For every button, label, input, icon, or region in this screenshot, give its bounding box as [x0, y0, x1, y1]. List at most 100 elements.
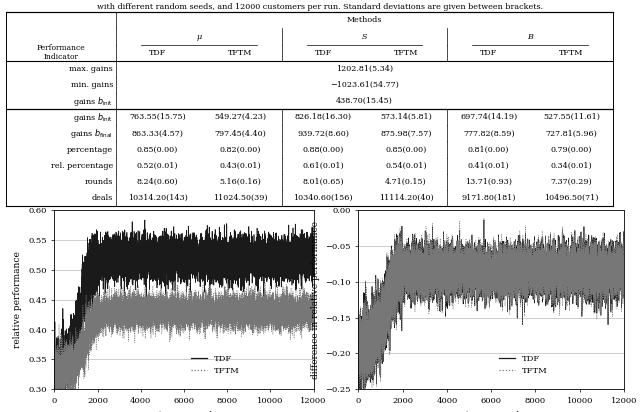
Text: 10340.60(156): 10340.60(156) [293, 194, 353, 202]
Text: 10496.50(71): 10496.50(71) [544, 194, 599, 202]
Text: 10314.20(143): 10314.20(143) [127, 194, 188, 202]
Text: 0.82(0.00): 0.82(0.00) [220, 145, 261, 154]
Text: 0.85(0.00): 0.85(0.00) [385, 145, 427, 154]
Text: 549.27(4.23): 549.27(4.23) [214, 113, 266, 121]
TDF [423, 259, 431, 264]
Text: 697.74(14.19): 697.74(14.19) [460, 113, 517, 121]
Text: 875.98(7.57): 875.98(7.57) [380, 129, 431, 137]
Text: rel. percentage: rel. percentage [51, 162, 113, 170]
Text: Methods: Methods [347, 16, 382, 24]
Y-axis label: relative performance: relative performance [13, 251, 22, 348]
Text: μ: μ [196, 33, 202, 40]
Text: 9171.80(181): 9171.80(181) [461, 194, 516, 202]
Text: 0.61(0.01): 0.61(0.01) [302, 162, 344, 170]
Text: 863.33(4.57): 863.33(4.57) [132, 129, 184, 137]
TFTM [64, 379, 72, 384]
Text: 5.16(0.16): 5.16(0.16) [220, 178, 261, 186]
Text: 0.34(0.01): 0.34(0.01) [550, 162, 593, 170]
Text: 826.18(16.30): 826.18(16.30) [294, 113, 352, 121]
Text: 797.45(4.40): 797.45(4.40) [214, 129, 266, 137]
Text: with different random seeds, and 12000 customers per run. Standard deviations ar: with different random seeds, and 12000 c… [97, 3, 543, 11]
Line: TDF: TDF [54, 220, 314, 409]
TDF [89, 284, 97, 289]
TDF [480, 218, 488, 222]
TFTM [355, 401, 363, 406]
Y-axis label: difference in relative performance: difference in relative performance [310, 221, 319, 379]
TDF [494, 280, 502, 285]
Text: gains $b_{\rm init}$: gains $b_{\rm init}$ [73, 111, 113, 124]
X-axis label: customer number: customer number [450, 410, 532, 412]
Text: 11114.20(40): 11114.20(40) [378, 194, 433, 202]
Text: 0.81(0.00): 0.81(0.00) [468, 145, 509, 154]
Line: TFTM: TFTM [54, 277, 314, 405]
TDF [183, 248, 191, 253]
Line: TFTM: TFTM [358, 218, 624, 403]
TDF [620, 272, 628, 277]
Text: 13.71(0.93): 13.71(0.93) [465, 178, 512, 186]
TFTM [355, 346, 362, 351]
TFTM [118, 319, 125, 324]
Text: 0.88(0.00): 0.88(0.00) [303, 145, 344, 154]
Text: 0.52(0.01): 0.52(0.01) [137, 162, 179, 170]
Text: 0.41(0.01): 0.41(0.01) [468, 162, 509, 170]
TDF [208, 259, 216, 264]
Text: deals: deals [92, 194, 113, 202]
Text: 8.01(0.65): 8.01(0.65) [302, 178, 344, 186]
TFTM [89, 330, 97, 335]
TDF [55, 406, 63, 411]
Text: TFTM: TFTM [228, 49, 253, 57]
Text: TDF: TDF [314, 49, 332, 57]
TDF [118, 240, 125, 245]
TFTM [57, 403, 65, 407]
Text: S: S [362, 33, 367, 40]
Text: TFTM: TFTM [394, 49, 418, 57]
TFTM [51, 351, 58, 356]
Text: 0.79(0.00): 0.79(0.00) [551, 145, 592, 154]
TDF [187, 254, 195, 259]
TFTM [491, 259, 499, 264]
TDF [369, 327, 376, 332]
TDF [516, 288, 524, 293]
Text: max. gains: max. gains [69, 65, 113, 73]
Text: 763.55(15.75): 763.55(15.75) [129, 113, 186, 121]
Text: 939.72(8.60): 939.72(8.60) [297, 129, 349, 137]
Text: −1023.61(54.77): −1023.61(54.77) [330, 81, 399, 89]
Text: 7.37(0.29): 7.37(0.29) [550, 178, 593, 186]
Text: gains $b_{\rm init}$: gains $b_{\rm init}$ [73, 95, 113, 108]
TFTM [516, 286, 524, 291]
Legend: TDF, TFTM: TDF, TFTM [188, 351, 243, 378]
Text: 727.81(5.96): 727.81(5.96) [545, 129, 598, 137]
TFTM [480, 216, 488, 221]
TDF [64, 359, 72, 364]
Text: 777.82(8.59): 777.82(8.59) [463, 129, 515, 137]
Text: 4.71(0.15): 4.71(0.15) [385, 178, 427, 186]
TDF [355, 349, 362, 354]
Text: rounds: rounds [84, 178, 113, 186]
Text: TDF: TDF [480, 49, 497, 57]
TFTM [183, 322, 191, 327]
Text: 11024.50(39): 11024.50(39) [213, 194, 268, 202]
TDF [310, 272, 317, 277]
Text: TFTM: TFTM [559, 49, 584, 57]
Text: 438.70(15.45): 438.70(15.45) [336, 97, 393, 105]
TDF [51, 371, 58, 376]
Legend: TDF, TFTM: TDF, TFTM [495, 351, 551, 378]
Text: 0.54(0.01): 0.54(0.01) [385, 162, 427, 170]
TDF [491, 262, 499, 267]
Text: 527.55(11.61): 527.55(11.61) [543, 113, 600, 121]
Text: min. gains: min. gains [70, 81, 113, 89]
TDF [141, 218, 148, 222]
TFTM [260, 275, 268, 280]
Text: gains $b_{\rm final}$: gains $b_{\rm final}$ [70, 127, 113, 140]
Text: percentage: percentage [67, 145, 113, 154]
X-axis label: customer number: customer number [143, 410, 225, 412]
Text: Performance
Indicator: Performance Indicator [37, 44, 86, 61]
TFTM [620, 274, 628, 279]
TFTM [310, 310, 317, 315]
TFTM [187, 309, 195, 314]
Text: TDF: TDF [149, 49, 166, 57]
Text: B: B [527, 33, 533, 40]
TDF [394, 298, 402, 303]
TFTM [394, 296, 402, 301]
Text: 8.24(0.60): 8.24(0.60) [137, 178, 179, 186]
